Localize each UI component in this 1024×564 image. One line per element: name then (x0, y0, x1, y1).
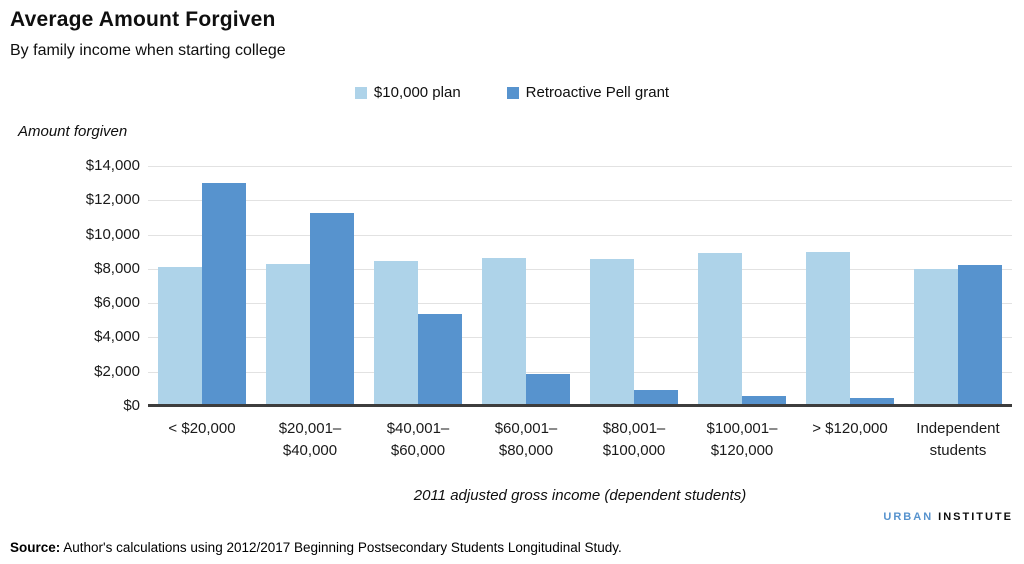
y-axis-label: $8,000 (94, 260, 140, 277)
source-label: Source: (10, 540, 61, 555)
bar-group (148, 166, 256, 406)
bar (158, 267, 202, 406)
bar (482, 258, 526, 406)
x-axis-label: $20,001– $40,000 (278, 420, 342, 459)
legend-item: Retroactive Pell grant (506, 84, 670, 101)
bar-group (688, 166, 796, 406)
y-axis-label: $14,000 (85, 157, 140, 174)
bar (914, 269, 958, 406)
y-axis-label: $10,000 (85, 226, 140, 243)
y-axis-label: $2,000 (94, 363, 140, 380)
gridline (148, 269, 1012, 270)
bar-group (472, 166, 580, 406)
x-axis-tick-labels: < $20,000 $20,001– $40,000 $40,001– $60,000 $… (148, 418, 1012, 462)
y-axis-label: $0 (123, 397, 140, 414)
source-note: Source: Author's calculations using 2012… (10, 540, 622, 555)
x-axis-title: 2011 adjusted gross income (dependent st… (413, 487, 747, 504)
bar-groups (148, 166, 1012, 406)
chart-subtitle: By family income when starting college (10, 42, 286, 59)
bar (418, 314, 462, 406)
x-axis-label: $60,001– $80,000 (494, 420, 558, 459)
legend-item: $10,000 plan (354, 84, 461, 101)
bar (590, 259, 634, 406)
bar (742, 396, 786, 406)
bar (202, 183, 246, 406)
bar (374, 261, 418, 406)
y-axis-title: Amount forgiven (18, 123, 128, 140)
y-axis-label: $6,000 (94, 294, 140, 311)
bar (266, 264, 310, 406)
bar (806, 252, 850, 406)
x-axis-label: $100,001– $120,000 (706, 420, 778, 459)
bar-group (904, 166, 1012, 406)
gridline (148, 372, 1012, 373)
gridline (148, 337, 1012, 338)
bar (698, 253, 742, 406)
bar (958, 265, 1002, 406)
source-text: Author's calculations using 2012/2017 Be… (63, 540, 622, 555)
bar (850, 398, 894, 406)
logo-institute-text: INSTITUTE (938, 511, 1013, 523)
gridline (148, 303, 1012, 304)
legend: $10,000 plan Retroactive Pell grant (0, 84, 1024, 101)
bar-group (580, 166, 688, 406)
legend-swatch (506, 86, 519, 99)
plot-area (148, 166, 1012, 407)
legend-label: Retroactive Pell grant (525, 84, 670, 101)
logo-urban-text: URBAN (883, 511, 934, 523)
gridline (148, 235, 1012, 236)
x-axis-label: $80,001– $100,000 (602, 420, 666, 459)
y-axis-label: $12,000 (85, 191, 140, 208)
y-axis-label: $4,000 (94, 328, 140, 345)
bar-group (796, 166, 904, 406)
bar (526, 374, 570, 406)
bar (634, 390, 678, 406)
legend-label: $10,000 plan (373, 84, 461, 101)
gridline (148, 200, 1012, 201)
x-axis-label: < $20,000 (168, 420, 236, 437)
urban-institute-logo: URBAN INSTITUTE (883, 511, 1013, 523)
x-axis-label: $40,001– $60,000 (386, 420, 450, 459)
x-axis-line (148, 404, 1012, 407)
bar (310, 213, 354, 406)
bar-group (364, 166, 472, 406)
chart-title: Average Amount Forgiven (10, 8, 276, 31)
x-axis-label: > $120,000 (812, 420, 888, 437)
gridline (148, 166, 1012, 167)
bar-group (256, 166, 364, 406)
x-axis-label: Independent students (916, 420, 1000, 459)
legend-swatch (354, 86, 367, 99)
